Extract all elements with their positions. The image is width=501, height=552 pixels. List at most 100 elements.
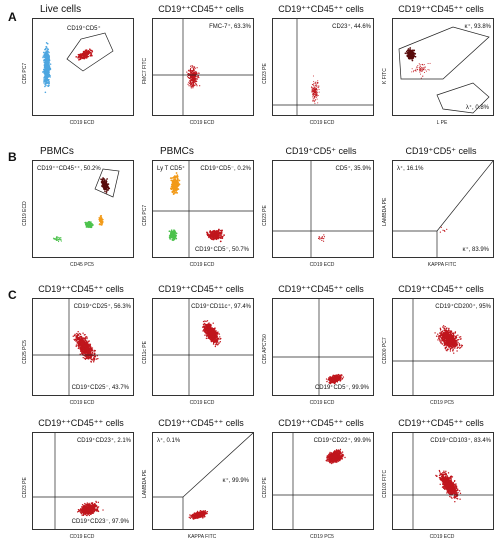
event-dot: [447, 341, 448, 342]
event-dot: [208, 333, 209, 334]
event-dot: [90, 49, 92, 51]
event-dot: [85, 342, 86, 343]
event-dot: [174, 233, 176, 235]
event-dot: [169, 235, 171, 237]
event-dot: [89, 221, 91, 223]
event-dot: [83, 348, 84, 349]
event-dot: [314, 92, 315, 93]
event-dot: [193, 67, 194, 68]
event-dot: [456, 335, 457, 336]
event-dot: [209, 233, 211, 235]
event-dot: [445, 330, 446, 331]
panel-title: CD19⁺CD5⁺ cells: [262, 146, 380, 157]
event-dot: [102, 186, 104, 188]
event-dot: [216, 238, 218, 240]
event-dot: [187, 73, 188, 74]
event-dot: [449, 340, 450, 341]
event-dot: [198, 76, 199, 77]
event-dot: [43, 78, 45, 80]
event-dot: [176, 180, 178, 182]
event-dot: [213, 336, 214, 337]
event-dot: [212, 333, 213, 334]
event-dot: [456, 345, 457, 346]
event-dot: [174, 182, 176, 184]
event-dot: [211, 328, 212, 329]
event-dot: [336, 377, 337, 378]
y-axis-label: CD5 PC7: [142, 205, 148, 226]
event-dot: [208, 336, 209, 337]
event-dot: [101, 224, 103, 226]
event-dot: [456, 337, 457, 338]
event-dot: [413, 50, 415, 52]
event-dot: [450, 336, 451, 337]
event-dot: [438, 335, 439, 336]
event-dot: [45, 82, 47, 84]
event-dot: [84, 350, 85, 351]
event-dot: [413, 71, 414, 72]
event-dot: [421, 67, 422, 68]
x-axis-label: CD19 ECD: [272, 400, 372, 406]
event-dot: [408, 50, 410, 52]
event-dot: [203, 330, 204, 331]
event-dot: [47, 58, 49, 60]
event-dot: [319, 239, 320, 240]
event-dot: [79, 336, 80, 337]
plot-area: CD5⁺, 35.9%: [272, 160, 374, 258]
event-dot: [46, 74, 48, 76]
event-dot: [315, 96, 316, 97]
event-dot: [43, 55, 45, 57]
event-dot: [445, 344, 446, 345]
event-dot: [216, 340, 217, 341]
quadrant-annotation: CD19⁺CD25⁺, 56.3%: [74, 303, 131, 310]
panel-title: CD19⁺CD5⁺ cells: [382, 146, 500, 157]
y-axis-label: LAMBDA PE: [382, 198, 388, 226]
scatter-canvas: [153, 299, 253, 395]
event-dot: [86, 53, 88, 55]
event-dot: [206, 325, 207, 326]
event-dot: [91, 349, 92, 350]
event-dot: [322, 236, 323, 237]
event-dot: [102, 222, 104, 224]
event-dot: [172, 186, 174, 188]
event-dot: [324, 236, 325, 237]
event-dot: [196, 85, 197, 86]
event-dot: [176, 172, 178, 174]
event-dot: [452, 345, 453, 346]
plot-area: Ly T CD5⁺CD19⁺CD5⁻, 0.2%CD19⁺CD5⁻, 50.7%: [152, 160, 254, 258]
event-dot: [315, 94, 316, 95]
plot-area: CD19⁺CD11c⁺, 97.4%: [152, 298, 254, 396]
event-dot: [104, 191, 106, 193]
event-dot: [450, 333, 451, 334]
panel-title: CD19⁺⁺CD45⁺⁺ cells: [382, 284, 500, 295]
event-dot: [196, 73, 197, 74]
event-dot: [459, 339, 460, 340]
event-dot: [218, 338, 219, 339]
event-dot: [48, 58, 50, 60]
event-dot: [46, 77, 48, 79]
event-dot: [48, 61, 50, 63]
event-dot: [192, 78, 193, 79]
event-dot: [178, 183, 180, 185]
event-dot: [194, 73, 195, 74]
y-axis-label: CD25 PC5: [22, 340, 28, 364]
event-dot: [80, 54, 82, 56]
scatter-canvas: [393, 299, 493, 395]
event-dot: [448, 346, 449, 347]
event-dot: [50, 69, 52, 71]
event-dot: [208, 331, 209, 332]
event-dot: [99, 224, 101, 226]
event-dot: [74, 340, 75, 341]
event-dot: [220, 341, 221, 342]
event-dot: [313, 81, 314, 82]
event-dot: [188, 70, 189, 71]
event-dot: [450, 344, 451, 345]
event-dot: [170, 187, 172, 189]
event-dot: [82, 333, 83, 334]
event-dot: [415, 70, 416, 71]
event-dot: [445, 336, 446, 337]
event-dot: [422, 76, 423, 77]
event-dot: [89, 52, 91, 54]
event-dot: [452, 349, 453, 350]
